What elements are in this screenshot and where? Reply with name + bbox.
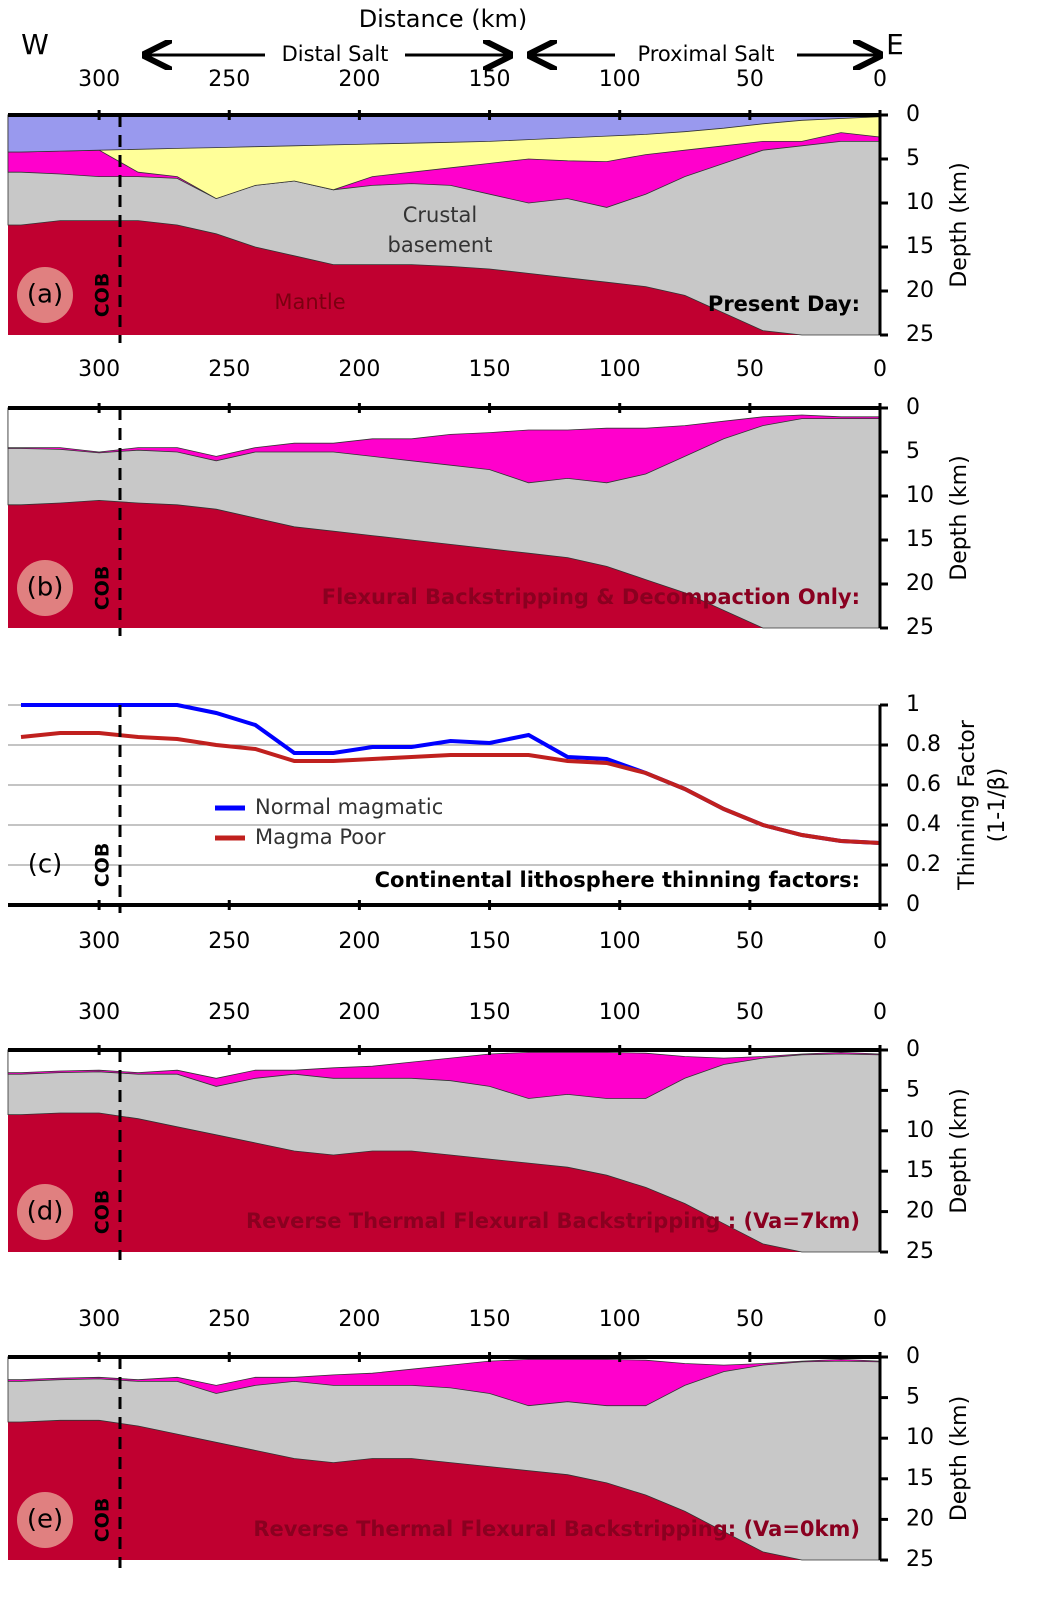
- x-tick-label: 200: [338, 1307, 380, 1332]
- panel-label: (e): [27, 1505, 63, 1535]
- y-tick-label: 5: [906, 439, 920, 464]
- x-tick-label: 50: [736, 1000, 764, 1025]
- sections: [8, 115, 880, 1560]
- panel-subtitle: Continental lithosphere thinning factors…: [375, 868, 860, 892]
- y-tick-label: 5: [906, 146, 920, 171]
- cob-label: COB: [92, 1498, 114, 1543]
- panel-subtitle: Reverse Thermal Flexural Backstripping :…: [246, 1209, 860, 1233]
- y-tick-label: 25: [906, 322, 934, 347]
- proximal-label: Proximal Salt: [637, 42, 774, 66]
- cob-label: COB: [92, 273, 114, 318]
- x-tick-label: 100: [599, 929, 641, 954]
- y-tick-label: 0: [906, 892, 920, 917]
- panel-subtitle: Flexural Backstripping & Decompaction On…: [322, 585, 860, 609]
- x-tick-label: 50: [736, 929, 764, 954]
- x-tick-label: 250: [208, 929, 250, 954]
- panel-label: (d): [27, 1197, 64, 1227]
- y-tick-label: 20: [906, 278, 934, 303]
- x-tick-label: 300: [78, 67, 120, 92]
- x-tick-label: 150: [469, 1307, 511, 1332]
- y-tick-label: 25: [906, 615, 934, 640]
- legend-label: Normal magmatic: [255, 795, 443, 819]
- x-tick-label: 300: [78, 1000, 120, 1025]
- x-tick-label: 200: [338, 67, 380, 92]
- legend-label: Magma Poor: [255, 825, 386, 849]
- y-tick-label: 25: [906, 1239, 934, 1264]
- distal-label: Distal Salt: [282, 42, 389, 66]
- y-tick-label: 10: [906, 1118, 934, 1143]
- west-label: W: [21, 28, 49, 61]
- x-tick-label: 150: [469, 1000, 511, 1025]
- x-tick-label: 200: [338, 1000, 380, 1025]
- cob-label: COB: [92, 1190, 114, 1235]
- y-tick-label: 0: [906, 395, 920, 420]
- x-tick-label: 300: [78, 1307, 120, 1332]
- y-tick-label: 5: [906, 1077, 920, 1102]
- x-tick-label: 0: [873, 357, 887, 382]
- y-tick-label: 25: [906, 1547, 934, 1572]
- x-tick-label: 200: [338, 929, 380, 954]
- x-tick-label: 100: [599, 67, 641, 92]
- panel-label: (c): [28, 850, 63, 880]
- y-tick-label: 10: [906, 483, 934, 508]
- x-tick-label: 250: [208, 1307, 250, 1332]
- y-axis-label: Depth (km): [947, 455, 972, 580]
- x-tick-label: 0: [873, 929, 887, 954]
- cob-label: COB: [92, 843, 114, 888]
- y-tick-label: 0: [906, 102, 920, 127]
- annotation: Mantle: [274, 290, 345, 314]
- y-tick-label: 10: [906, 1425, 934, 1450]
- y-axis-label: Depth (km): [947, 1396, 972, 1521]
- x-tick-label: 150: [469, 929, 511, 954]
- x-tick-label: 0: [873, 1000, 887, 1025]
- y-axis-label: Thinning Factor: [955, 719, 980, 891]
- x-tick-label: 50: [736, 67, 764, 92]
- x-tick-label: 150: [469, 67, 511, 92]
- thinning-line: [21, 733, 880, 843]
- panel-subtitle: Reverse Thermal Flexural Backstripping: …: [253, 1517, 860, 1541]
- y-axis-label: Depth (km): [947, 162, 972, 287]
- panel-label: (b): [27, 573, 64, 603]
- x-tick-label: 250: [208, 1000, 250, 1025]
- y-tick-label: 20: [906, 1199, 934, 1224]
- y-tick-label: 0: [906, 1344, 920, 1369]
- figure: Distance (km) W E Distal Salt Proximal S…: [0, 0, 1054, 1622]
- y-tick-label: 0.6: [906, 772, 941, 797]
- y-axis-label: (1-1/β): [985, 768, 1010, 843]
- y-axis-label: Depth (km): [947, 1088, 972, 1213]
- x-tick-label: 100: [599, 1000, 641, 1025]
- y-tick-label: 15: [906, 234, 934, 259]
- x-tick-label: 300: [78, 929, 120, 954]
- cob-label: COB: [92, 566, 114, 611]
- x-tick-label: 0: [873, 1307, 887, 1332]
- x-tick-label: 300: [78, 357, 120, 382]
- x-tick-label: 0: [873, 67, 887, 92]
- y-tick-label: 0: [906, 1037, 920, 1062]
- x-tick-label: 100: [599, 1307, 641, 1332]
- annotation: basement: [388, 233, 493, 257]
- x-tick-label: 100: [599, 357, 641, 382]
- y-tick-label: 5: [906, 1385, 920, 1410]
- y-tick-label: 0.2: [906, 852, 941, 877]
- annotation: Crustal: [403, 203, 477, 227]
- y-tick-label: 10: [906, 190, 934, 215]
- east-label: E: [886, 28, 904, 61]
- y-tick-label: 15: [906, 527, 934, 552]
- x-tick-label: 200: [338, 357, 380, 382]
- y-tick-label: 15: [906, 1466, 934, 1491]
- y-tick-label: 0.8: [906, 732, 941, 757]
- panel-subtitle: Present Day:: [708, 292, 860, 316]
- y-tick-label: 1: [906, 692, 920, 717]
- y-tick-label: 15: [906, 1158, 934, 1183]
- figure-title: Distance (km): [359, 5, 528, 33]
- panel-label: (a): [27, 280, 63, 310]
- x-tick-label: 250: [208, 357, 250, 382]
- x-tick-label: 250: [208, 67, 250, 92]
- x-tick-label: 50: [736, 357, 764, 382]
- x-tick-label: 50: [736, 1307, 764, 1332]
- y-tick-label: 20: [906, 1506, 934, 1531]
- y-tick-label: 20: [906, 571, 934, 596]
- x-tick-label: 150: [469, 357, 511, 382]
- y-tick-label: 0.4: [906, 812, 941, 837]
